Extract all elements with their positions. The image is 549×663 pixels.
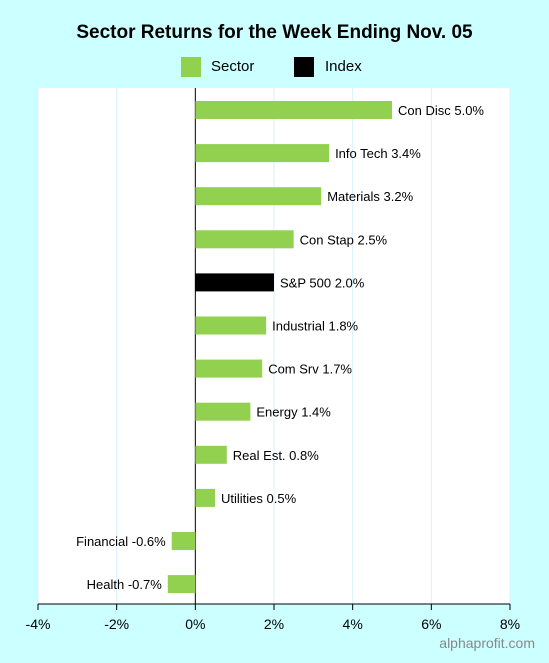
legend-label-index: Index <box>325 58 362 75</box>
bar <box>195 488 215 507</box>
x-tick-label: 0% <box>185 616 205 632</box>
bar-label: Materials 3.2% <box>327 189 413 204</box>
x-tick-label: -4% <box>26 616 51 632</box>
bar <box>195 316 267 335</box>
chart-title: Sector Returns for the Week Ending Nov. … <box>76 22 473 43</box>
legend-swatch-index <box>294 57 314 77</box>
x-tick-label: -2% <box>104 616 129 632</box>
bar-label: Com Srv 1.7% <box>268 362 352 377</box>
bar <box>171 532 196 550</box>
bar <box>195 359 263 378</box>
bar <box>195 402 251 421</box>
legend-swatch-sector <box>181 57 201 77</box>
bar <box>195 273 274 292</box>
x-tick-label: 6% <box>421 616 441 632</box>
bar-label: S&P 500 2.0% <box>280 275 365 290</box>
bar <box>167 575 196 594</box>
bar-label: Health -0.7% <box>87 577 163 592</box>
x-tick-label: 4% <box>343 616 363 632</box>
legend: Sector Index <box>0 57 549 77</box>
bar-label: Utilities 0.5% <box>221 491 297 506</box>
bar-label: Con Stap 2.5% <box>300 232 388 247</box>
bar-label: Real Est. 0.8% <box>233 448 319 463</box>
bar <box>195 101 392 119</box>
bar-label: Industrial 1.8% <box>272 319 358 334</box>
bar-label: Info Tech 3.4% <box>335 146 421 161</box>
x-tick-label: 2% <box>264 616 284 632</box>
legend-label-sector: Sector <box>211 58 255 75</box>
bar-label: Con Disc 5.0% <box>398 103 484 118</box>
bar <box>195 187 322 206</box>
bar <box>195 230 294 249</box>
bar-label: Financial -0.6% <box>76 534 166 549</box>
bar-label: Energy 1.4% <box>256 405 331 420</box>
bar <box>195 144 330 163</box>
bar <box>195 445 227 464</box>
x-tick-label: 8% <box>500 616 520 632</box>
watermark: alphaprofit.com <box>439 635 535 651</box>
